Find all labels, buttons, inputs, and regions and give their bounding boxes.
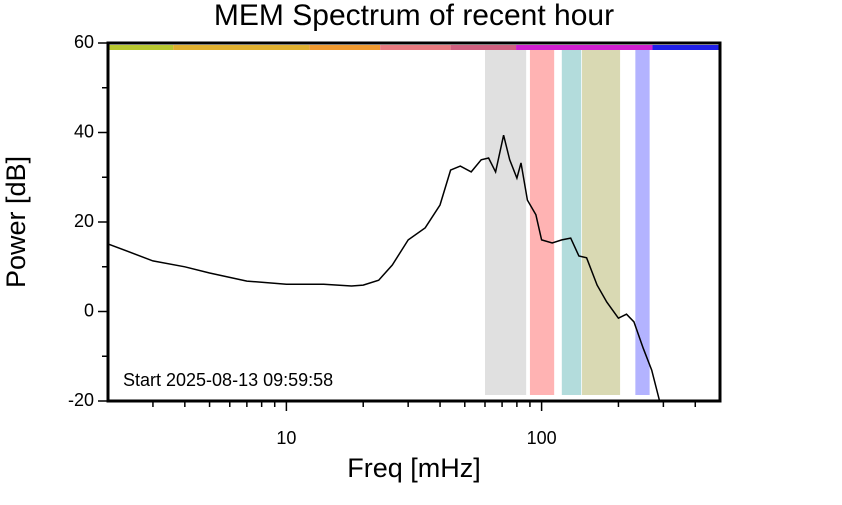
band	[529, 50, 555, 395]
band	[635, 50, 650, 395]
chart-title: MEM Spectrum of recent hour	[214, 0, 614, 32]
band	[582, 50, 621, 395]
y-tick-label: 20	[74, 211, 94, 231]
band	[561, 50, 582, 395]
series	[108, 135, 661, 401]
y-axis-label: Power [dB]	[1, 156, 31, 288]
y-tick-label: 40	[74, 121, 94, 141]
top-bar-segment	[380, 45, 451, 50]
y-tick-label: -20	[68, 390, 94, 410]
top-bar-segment	[309, 45, 381, 50]
x-tick-label: 10	[276, 428, 296, 448]
y-tick-label: 0	[84, 300, 94, 320]
top-bar-segment	[652, 45, 720, 50]
spectrum-line	[108, 135, 661, 401]
y-tick-label: 60	[74, 32, 94, 52]
top-bar-segment	[516, 45, 653, 50]
x-tick-label: 100	[527, 428, 557, 448]
top-bar-segment	[173, 45, 310, 50]
x-axis-label: Freq [mHz]	[347, 453, 481, 483]
annotation: Start 2025-08-13 09:59:58	[123, 370, 333, 390]
plot-frame	[106, 41, 722, 403]
top-bar-segment	[450, 45, 517, 50]
top-bar-segment	[108, 45, 174, 50]
band	[484, 50, 527, 395]
